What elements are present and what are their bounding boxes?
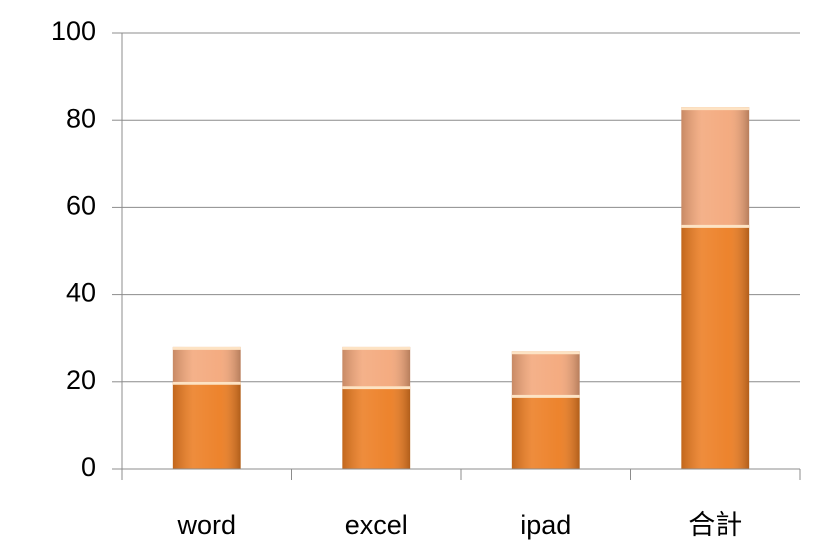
y-tick-label: 60 bbox=[66, 191, 96, 221]
y-tick-label: 80 bbox=[66, 103, 96, 133]
bar-shade bbox=[511, 351, 580, 395]
bar-shade bbox=[342, 386, 411, 469]
bar-shade bbox=[681, 224, 750, 469]
x-tick-label: excel bbox=[345, 510, 408, 540]
bar-shade bbox=[172, 381, 241, 469]
x-tick-label: word bbox=[176, 510, 236, 540]
bar-shade bbox=[511, 394, 580, 469]
y-tick-label: 40 bbox=[66, 278, 96, 308]
bar-shade bbox=[172, 346, 241, 382]
bar-shade bbox=[681, 107, 750, 225]
x-tick-label: ipad bbox=[520, 510, 571, 540]
y-tick-label: 20 bbox=[66, 365, 96, 395]
y-tick-label: 0 bbox=[81, 452, 96, 482]
bar-shade bbox=[342, 346, 411, 387]
y-tick-label: 100 bbox=[51, 16, 96, 46]
x-tick-label: 合計 bbox=[688, 510, 742, 540]
